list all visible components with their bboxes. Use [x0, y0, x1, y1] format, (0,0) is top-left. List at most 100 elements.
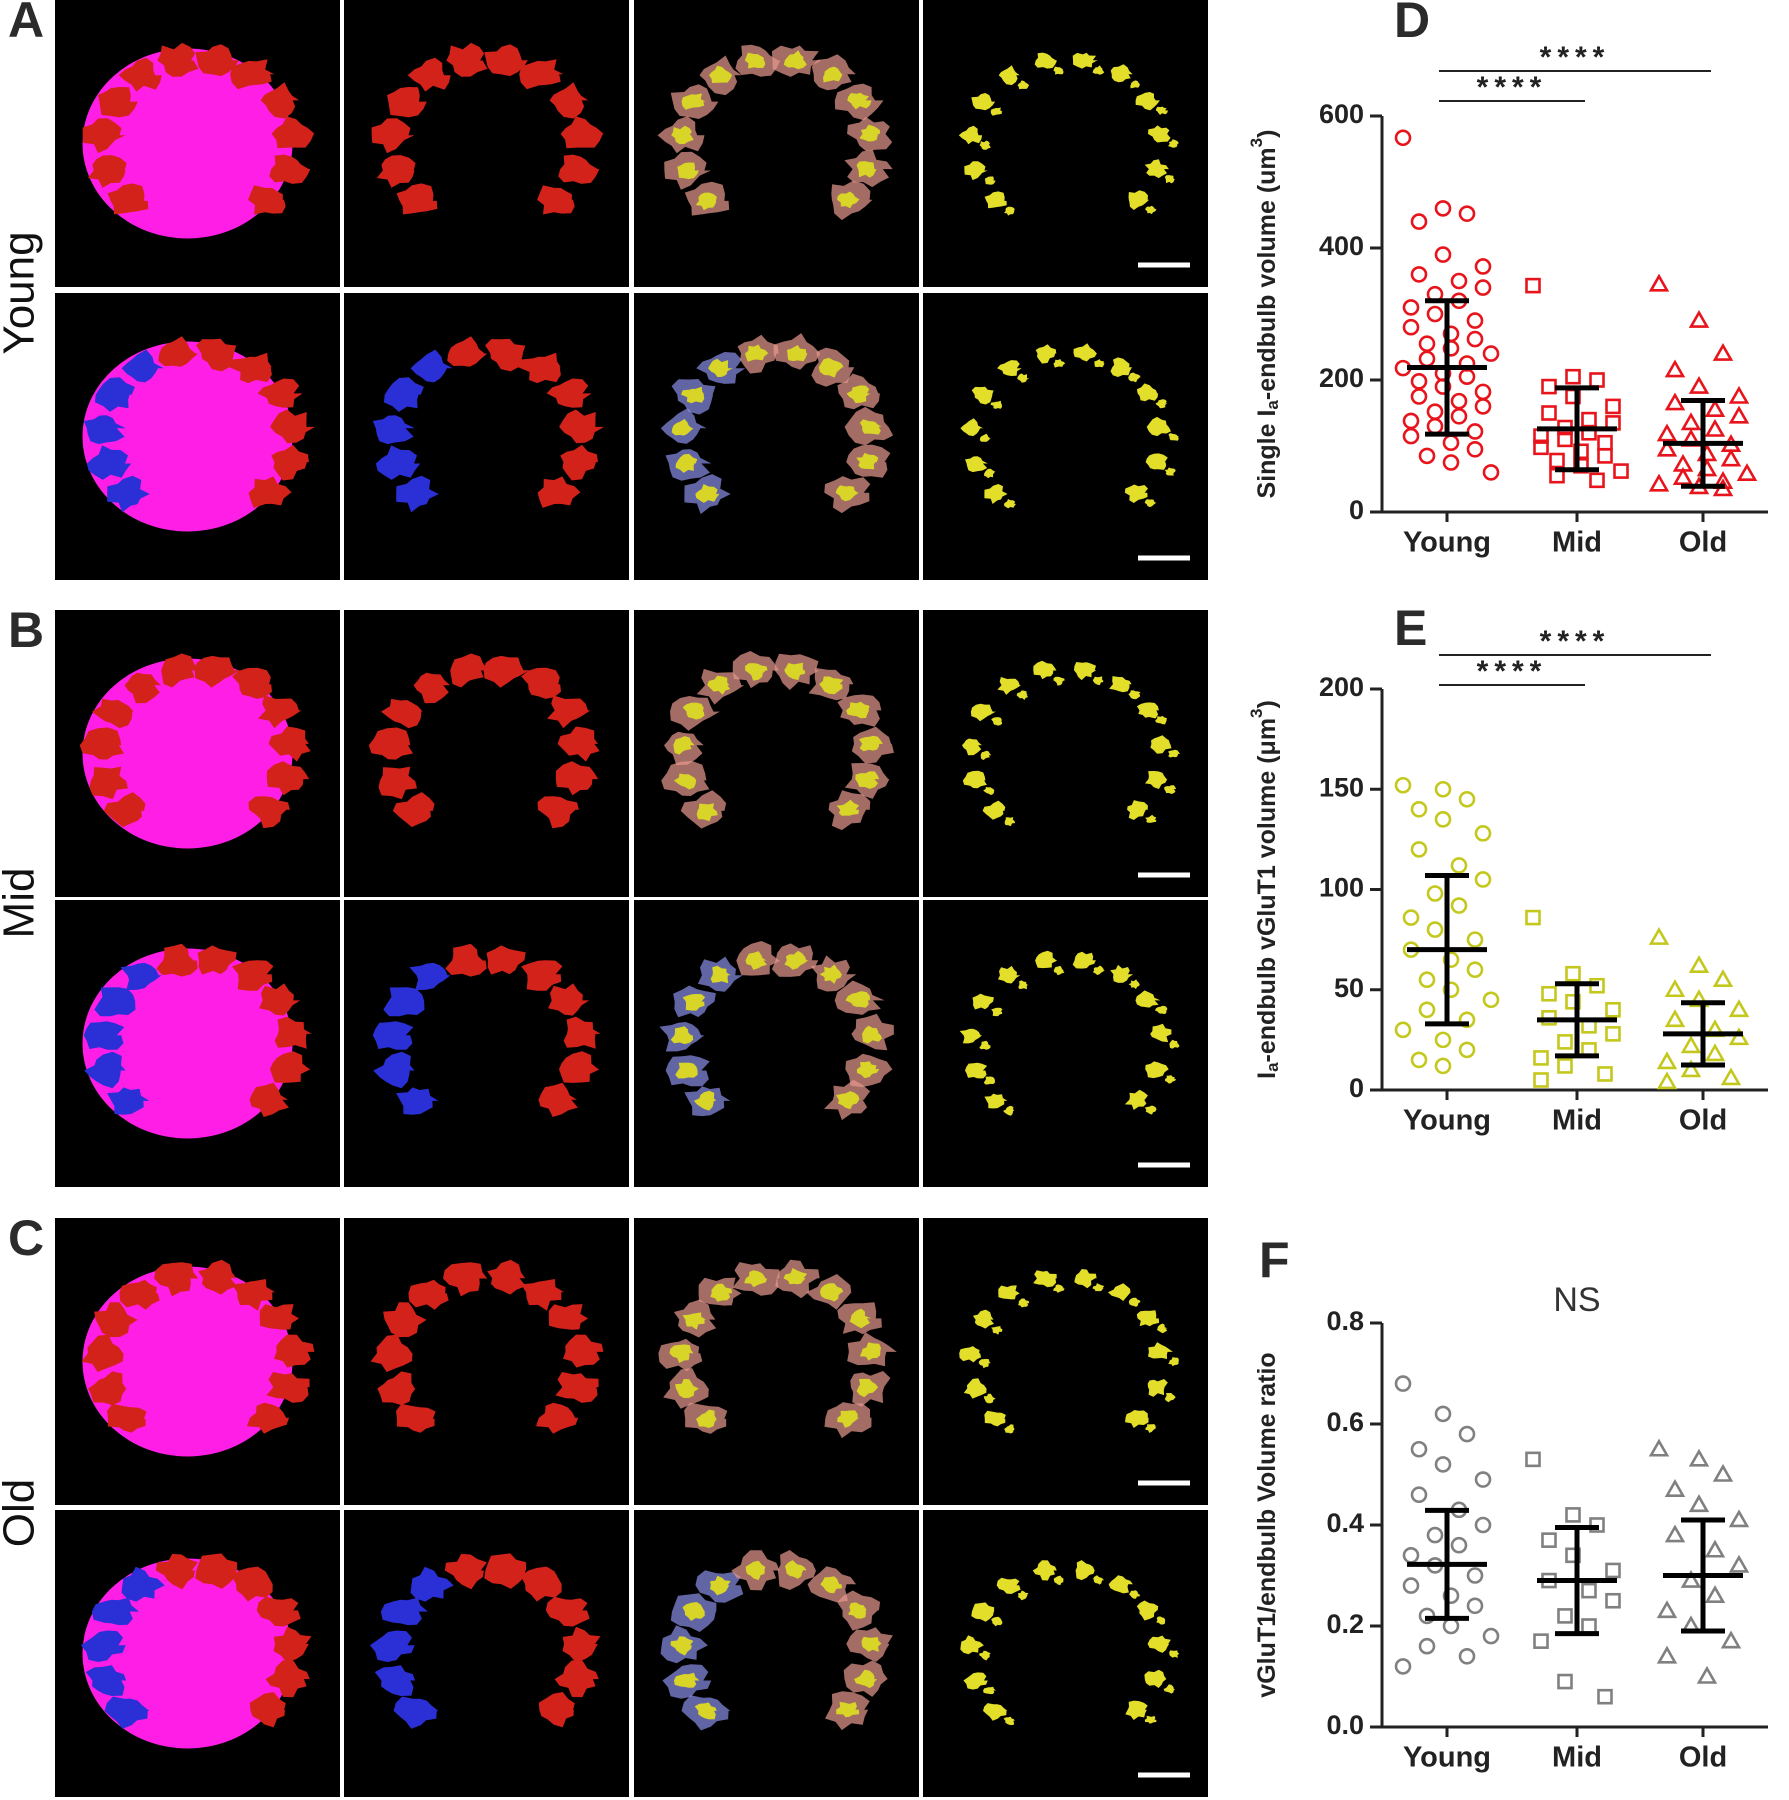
y-axis-label-part: ): [1253, 700, 1281, 708]
data-point: [1402, 318, 1420, 336]
y-tick-label: 400: [1319, 231, 1364, 261]
structure: [835, 485, 860, 502]
data-point: [1656, 423, 1678, 442]
structure: [983, 1703, 1008, 1721]
structure: [998, 965, 1021, 984]
structure: [80, 1630, 126, 1662]
structure: [1124, 484, 1148, 503]
data-point: [1704, 418, 1726, 437]
data-point: [1442, 1587, 1460, 1604]
structure: [971, 386, 994, 405]
data-point: [1704, 399, 1726, 417]
structure: [1156, 1616, 1166, 1625]
structure: [984, 176, 996, 185]
data-point: [1605, 1026, 1621, 1042]
structure: [971, 1602, 995, 1622]
structure: [1145, 1061, 1169, 1079]
structure: [1053, 359, 1066, 368]
structure: [1018, 1298, 1030, 1308]
structure: [837, 1410, 859, 1428]
data-point: [1525, 277, 1541, 294]
structure: [1145, 771, 1168, 789]
data-point: [1474, 383, 1492, 401]
data-point: [1410, 841, 1428, 858]
data-point: [1418, 335, 1436, 353]
data-point: [1680, 1035, 1702, 1054]
structure: [695, 484, 720, 503]
row-label: Mid: [0, 868, 44, 939]
y-axis-label-part: I: [1253, 1072, 1281, 1079]
data-point: [1466, 961, 1484, 979]
data-point: [1533, 1072, 1549, 1088]
data-point: [1680, 1059, 1702, 1078]
data-point: [1581, 411, 1597, 428]
structure: [372, 415, 415, 445]
structure: [1128, 372, 1141, 383]
row-label: Young: [0, 231, 44, 354]
structure: [1150, 1023, 1172, 1043]
structure: [1033, 660, 1057, 680]
structure: [859, 1342, 881, 1361]
data-point: [1418, 1637, 1436, 1655]
data-point: [1533, 1633, 1549, 1649]
structure: [396, 1087, 439, 1115]
structure: [484, 44, 528, 77]
structure: [1135, 92, 1160, 111]
structure: [104, 1696, 150, 1729]
data-point: [1410, 213, 1428, 230]
structure: [249, 1692, 286, 1728]
structure: [859, 124, 880, 142]
data-point: [1541, 405, 1557, 421]
structure: [1155, 716, 1167, 725]
structure: [695, 192, 717, 211]
image-tile: [634, 293, 919, 580]
structure: [269, 154, 311, 184]
structure: [194, 655, 241, 688]
structure: [273, 1626, 312, 1663]
data-point: [1466, 1567, 1484, 1584]
structure: [836, 1701, 860, 1718]
structure: [103, 792, 146, 828]
structure: [1148, 1342, 1173, 1359]
structure: [784, 662, 805, 681]
significance-label: ****: [1540, 625, 1611, 658]
y-tick-label: 150: [1319, 772, 1364, 802]
data-point: [1394, 129, 1412, 147]
structure: [521, 667, 561, 699]
structure: [847, 92, 872, 110]
x-tick-label: Mid: [1552, 1105, 1602, 1137]
structure: [1164, 467, 1176, 476]
structure: [1164, 1393, 1176, 1403]
structure: [960, 1635, 984, 1655]
structure: [154, 1262, 199, 1297]
structure: [79, 727, 125, 760]
data-point: [1688, 1494, 1710, 1513]
structure: [229, 352, 272, 384]
structure: [1018, 1590, 1029, 1601]
structure: [682, 994, 706, 1011]
structure: [693, 1090, 717, 1111]
data-point: [1664, 1524, 1686, 1543]
structure: [1092, 965, 1105, 975]
data-point: [1712, 1463, 1734, 1482]
structure: [274, 1334, 315, 1368]
structure: [232, 667, 272, 699]
structure: [744, 1270, 768, 1288]
structure: [1169, 1039, 1180, 1049]
structure: [157, 42, 199, 77]
structure: [670, 1026, 694, 1045]
data-point: [1458, 205, 1476, 222]
structure: [962, 770, 987, 789]
structure: [671, 125, 694, 145]
data-point: [1589, 372, 1605, 388]
data-point: [1533, 1050, 1549, 1066]
structure: [383, 987, 425, 1017]
structure: [1034, 52, 1058, 69]
data-point: [1656, 1051, 1678, 1070]
structure: [984, 484, 1008, 504]
data-point: [1450, 857, 1468, 874]
data-point: [1605, 1562, 1621, 1579]
data-point: [1434, 1031, 1452, 1049]
data-point: [1410, 800, 1428, 818]
structure: [195, 44, 239, 77]
